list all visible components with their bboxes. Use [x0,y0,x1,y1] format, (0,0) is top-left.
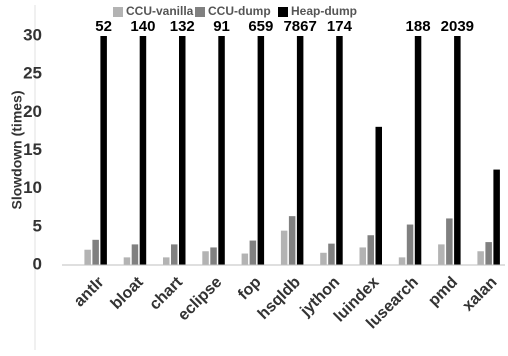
x-tick-label: fop [235,274,265,304]
x-tick-label: xalan [460,274,501,315]
bar [202,251,209,265]
x-tick-label: bloat [108,273,148,313]
legend-swatch [113,7,123,17]
bar [249,240,257,265]
bar [139,36,147,265]
bar [218,36,225,266]
bar [359,247,366,265]
bar [123,257,131,265]
bar [210,247,217,265]
x-tick-label: pmd [425,274,461,310]
bar [477,251,484,265]
bar [375,126,382,265]
bar [320,252,327,265]
bar [241,253,249,265]
y-axis-title: Slowdown (times) [9,91,25,210]
bar [100,36,107,266]
bar [296,36,304,265]
y-tick-label: 30 [23,25,42,44]
legend-swatch [195,7,205,17]
legend-swatch [278,7,288,17]
value-label: 140 [130,18,155,35]
x-tick-label: hsqldb [255,274,304,323]
bar [367,235,374,265]
bar [179,36,186,265]
value-label: 659 [248,18,273,35]
bar [438,244,445,265]
bar [84,249,91,265]
bar [288,216,296,265]
bar [171,244,178,265]
value-label: 91 [213,18,230,35]
legend-label: CCU-dump [208,4,271,18]
y-tick-label: 5 [33,216,42,235]
value-label: 174 [327,18,353,35]
value-label: 132 [170,18,195,35]
bar [336,36,343,265]
bar [92,239,99,265]
y-tick-label: 15 [23,140,42,159]
value-label: 188 [406,18,431,35]
y-tick-label: 25 [23,64,42,83]
bar [398,257,406,265]
value-label: 52 [95,18,112,35]
bars [84,36,500,266]
bar [257,36,265,265]
legend-label: CCU-vanilla [126,4,194,18]
x-tick-label: eclipse [175,274,225,324]
bar [454,36,461,265]
bar [406,224,414,265]
bar [328,243,335,265]
bar [485,242,492,265]
y-tick-label: 10 [23,178,42,197]
legend-label: Heap-dump [291,4,357,18]
x-tick-label: antlr [71,274,108,311]
value-label: 7867 [283,18,316,35]
bar [131,244,139,265]
y-tick-label: 0 [33,254,42,273]
bar [163,257,170,265]
bar [493,169,500,265]
value-label: 2039 [441,18,474,35]
bar [280,230,288,265]
y-tick-label: 20 [23,102,42,121]
bar [414,36,422,265]
bar [446,218,453,265]
